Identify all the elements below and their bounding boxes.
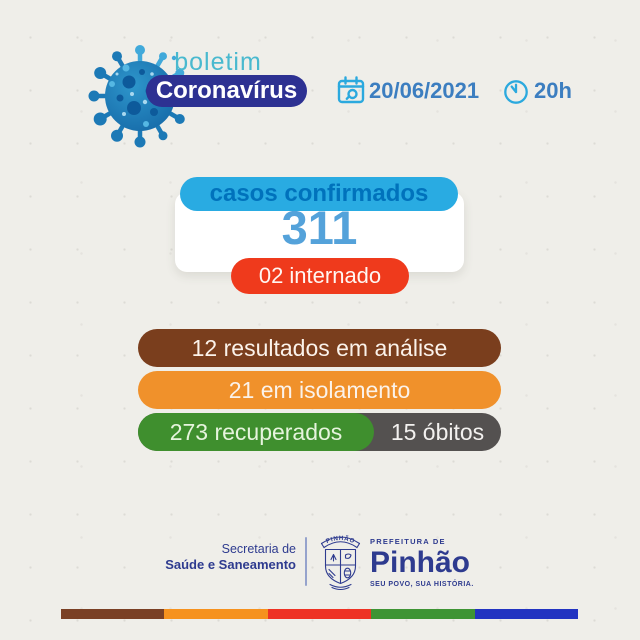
- confirmed-label: casos confirmados: [180, 177, 458, 211]
- stripe-segment-red: [267, 609, 372, 619]
- pinhao-coat-of-arms: PINHÃO: [320, 535, 361, 591]
- prefecture-logo-text: PREFEITURA DE Pinhão SEU POVO, SUA HISTÓ…: [370, 537, 474, 588]
- stat-recovered: 273 recuperados: [138, 413, 374, 451]
- stat-results-in-analysis: 12 resultados em análise: [138, 329, 501, 367]
- secretariat-line2: Saúde e Saneamento: [165, 557, 296, 572]
- stripe-segment-brown: [61, 609, 165, 619]
- footer-divider: [305, 537, 307, 586]
- stripe-segment-green: [371, 609, 475, 619]
- stat-recovered-deaths-row: 273 recuperados 15 óbitos: [138, 413, 501, 451]
- confirmed-count: 311: [281, 201, 358, 254]
- bulletin-time: 20h: [534, 78, 572, 103]
- secretariat-label: Secretaria de Saúde e Saneamento: [140, 542, 296, 572]
- hospitalized-badge: 02 internado: [231, 258, 409, 294]
- stripe-segment-orange: [164, 609, 268, 619]
- clock-icon: [504, 80, 528, 104]
- prefecture-tagline: SEU POVO, SUA HISTÓRIA.: [370, 581, 474, 588]
- secretariat-line1: Secretaria de: [221, 542, 296, 556]
- footer-color-stripe: [61, 609, 579, 619]
- svg-text:PINHÃO: PINHÃO: [325, 535, 356, 545]
- prefecture-kicker: PREFEITURA DE: [370, 537, 446, 546]
- stat-deaths: 15 óbitos: [390, 419, 485, 445]
- stripe-segment-blue: [474, 609, 579, 619]
- bulletin-kicker: boletim: [174, 48, 262, 76]
- bulletin-title: Coronavírus: [146, 75, 307, 107]
- calendar-icon: [337, 76, 365, 104]
- bulletin-date: 20/06/2021: [369, 78, 480, 103]
- stat-in-isolation: 21 em isolamento: [138, 371, 501, 409]
- crest-banner-text: PINHÃO: [325, 535, 355, 545]
- prefecture-name: Pinhão: [370, 546, 471, 579]
